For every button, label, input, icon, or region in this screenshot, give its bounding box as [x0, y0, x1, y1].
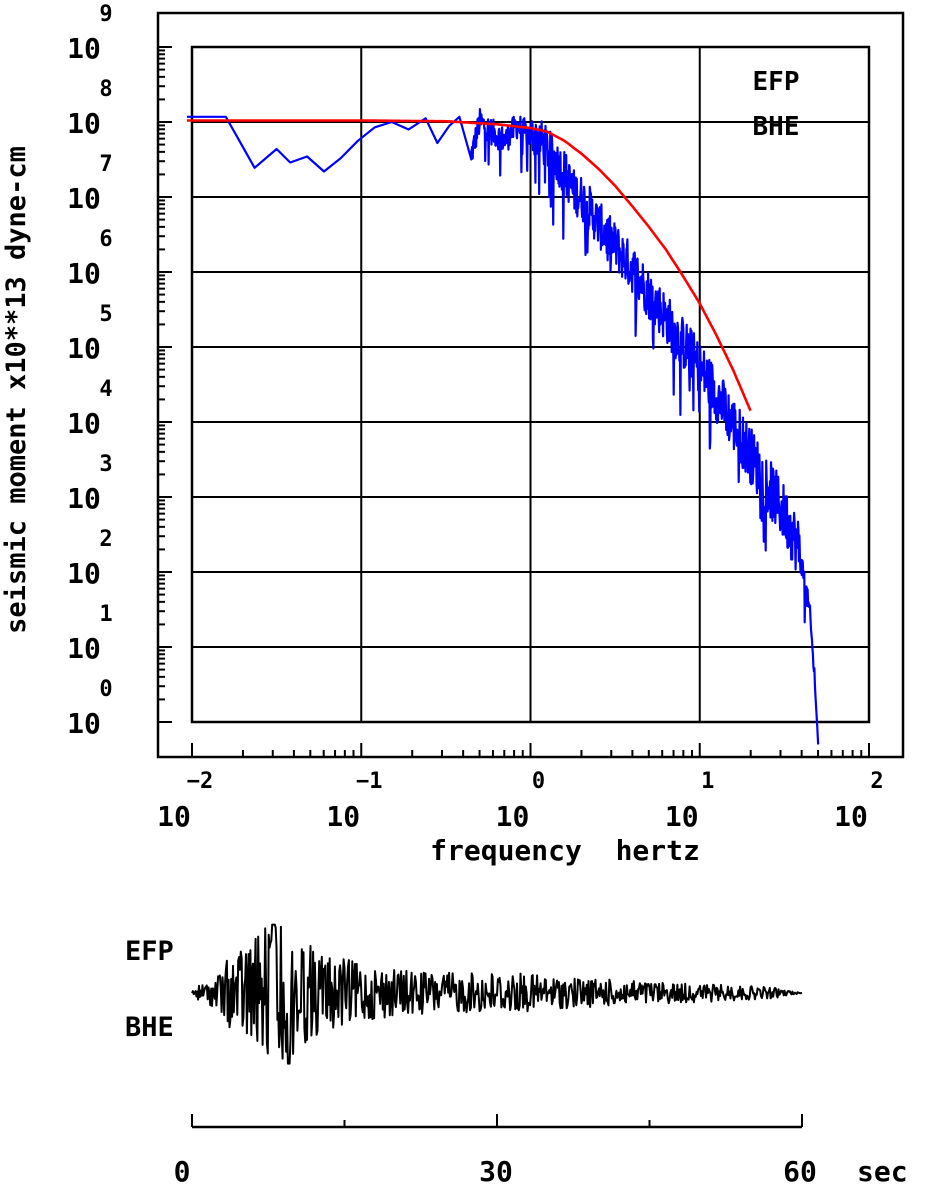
x-tick-label-exponent: 1 — [701, 769, 714, 794]
seismogram: EFP BHE 0 30 60 sec — [125, 923, 908, 1184]
x-tick-label-exponent: −1 — [356, 769, 383, 794]
y-tick-label-exponent: 8 — [99, 77, 112, 102]
time-unit-label: sec — [857, 1155, 908, 1184]
y-tick-label-base: 10 — [67, 632, 101, 665]
y-tick-label-base: 10 — [67, 182, 101, 215]
x-tick-label-exponent: 2 — [870, 769, 883, 794]
x-axis-ticks — [191, 743, 870, 757]
y-tick-label-exponent: 1 — [99, 602, 112, 627]
seismogram-station-label: EFP — [125, 936, 174, 967]
y-tick-label-base: 10 — [67, 257, 101, 290]
x-tick-label-base: 10 — [496, 800, 530, 833]
annotation-station: EFP — [753, 67, 800, 97]
y-tick-label-base: 10 — [67, 407, 101, 440]
y-tick-label-base: 10 — [67, 707, 101, 740]
y-tick-label-base: 10 — [67, 32, 101, 65]
x-tick-label-base: 10 — [665, 800, 699, 833]
x-tick-label-base: 10 — [834, 800, 868, 833]
y-tick-label-base: 10 — [67, 482, 101, 515]
y-tick-label-base: 10 — [67, 557, 101, 590]
x-tick-label-base: 10 — [326, 800, 360, 833]
y-tick-label-base: 10 — [67, 332, 101, 365]
time-axis-ticks — [191, 1114, 803, 1127]
y-tick-label-exponent: 6 — [99, 227, 112, 252]
y-axis-title: seismic moment x10**13 dyne-cm — [1, 146, 32, 634]
time-tick-label-60: 60 — [783, 1155, 817, 1184]
time-tick-label-0: 0 — [174, 1155, 191, 1184]
y-tick-label-exponent: 5 — [99, 302, 112, 327]
grid — [192, 47, 869, 722]
model-fit-line — [186, 119, 752, 412]
x-tick-label-exponent: 0 — [532, 769, 545, 794]
y-axis-ticks — [158, 46, 172, 723]
y-tick-label-exponent: 9 — [99, 2, 112, 27]
y-tick-label-exponent: 4 — [99, 377, 112, 402]
y-tick-label-base: 10 — [67, 107, 101, 140]
x-tick-label-exponent: −2 — [187, 769, 214, 794]
seismogram-component-label: BHE — [125, 1012, 174, 1043]
y-tick-label-exponent: 3 — [99, 452, 112, 477]
annotation-component: BHE — [753, 112, 800, 142]
x-tick-label-base: 10 — [157, 800, 191, 833]
observed-spectrum-line — [186, 108, 820, 745]
y-tick-label-exponent: 2 — [99, 527, 112, 552]
y-tick-label-exponent: 0 — [99, 677, 112, 702]
y-tick-label-exponent: 7 — [99, 152, 112, 177]
y-tick-labels: 10 0 10 1 10 2 10 3 10 4 10 5 10 6 10 7 10 8 10 9 — [67, 2, 112, 740]
time-tick-label-30: 30 — [479, 1155, 513, 1184]
x-axis-title: frequency hertz — [430, 834, 700, 867]
waveform-trace — [191, 923, 803, 1065]
